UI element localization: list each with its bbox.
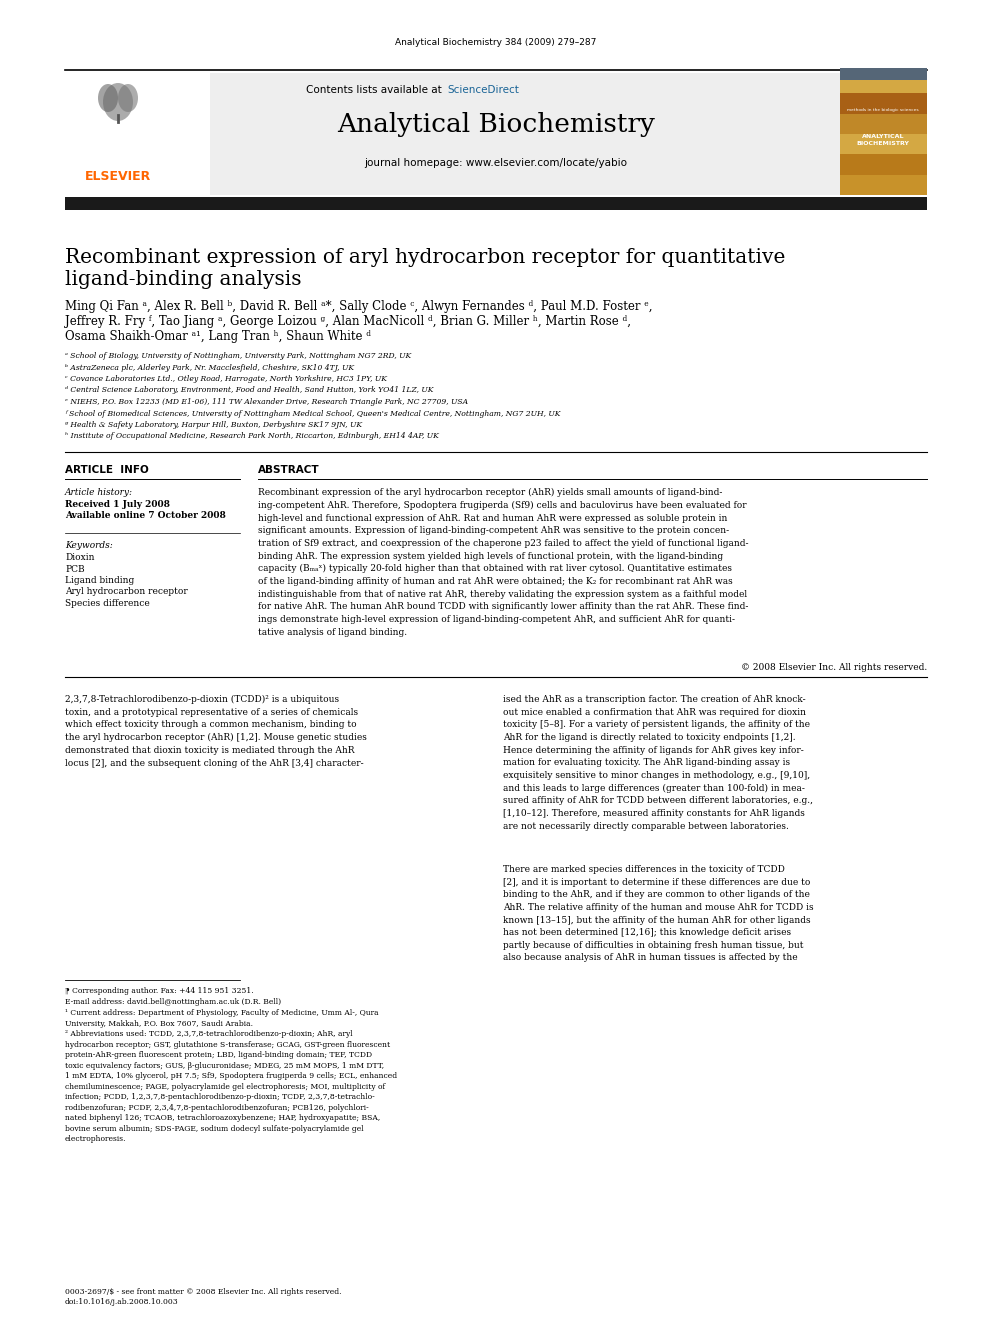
Text: Recombinant expression of the aryl hydrocarbon receptor (AhR) yields small amoun: Recombinant expression of the aryl hydro… xyxy=(258,488,749,636)
Text: ᵃ School of Biology, University of Nottingham, University Park, Nottingham NG7 2: ᵃ School of Biology, University of Notti… xyxy=(65,352,412,360)
Text: ᶜ Covance Laboratories Ltd., Otley Road, Harrogate, North Yorkshire, HC3 1PY, UK: ᶜ Covance Laboratories Ltd., Otley Road,… xyxy=(65,374,387,382)
Text: journal homepage: www.elsevier.com/locate/yabio: journal homepage: www.elsevier.com/locat… xyxy=(364,157,628,168)
Text: Ligand binding: Ligand binding xyxy=(65,576,134,585)
Text: © 2008 Elsevier Inc. All rights reserved.: © 2008 Elsevier Inc. All rights reserved… xyxy=(741,663,927,672)
Text: Analytical Biochemistry 384 (2009) 279–287: Analytical Biochemistry 384 (2009) 279–2… xyxy=(396,38,596,48)
Text: ⁋ Corresponding author. Fax: +44 115 951 3251.: ⁋ Corresponding author. Fax: +44 115 951… xyxy=(65,987,254,995)
Text: Article history:: Article history: xyxy=(65,488,133,497)
Text: methods in the biologic sciences: methods in the biologic sciences xyxy=(847,108,919,112)
Ellipse shape xyxy=(98,83,118,112)
Text: 2,3,7,8-Tetrachlorodibenzo-p-dioxin (TCDD)² is a ubiquitous
toxin, and a prototy: 2,3,7,8-Tetrachlorodibenzo-p-dioxin (TCD… xyxy=(65,695,367,767)
Text: ᵉ NIEHS, P.O. Box 12233 (MD E1-06), 111 TW Alexander Drive, Research Triangle Pa: ᵉ NIEHS, P.O. Box 12233 (MD E1-06), 111 … xyxy=(65,398,468,406)
FancyBboxPatch shape xyxy=(65,73,840,194)
FancyBboxPatch shape xyxy=(840,73,927,94)
Text: ELSEVIER: ELSEVIER xyxy=(85,169,151,183)
Text: E-mail address: david.bell@nottingham.ac.uk (D.R. Bell): E-mail address: david.bell@nottingham.ac… xyxy=(65,998,281,1005)
Text: PCB: PCB xyxy=(65,565,84,573)
Text: Dioxin: Dioxin xyxy=(65,553,94,562)
Text: ᵈ Central Science Laboratory, Environment, Food and Health, Sand Hutton, York YO: ᵈ Central Science Laboratory, Environmen… xyxy=(65,386,434,394)
FancyBboxPatch shape xyxy=(65,73,210,194)
Text: Keywords:: Keywords: xyxy=(65,541,113,550)
Text: Ming Qi Fan ᵃ, Alex R. Bell ᵇ, David R. Bell ᵃ*, Sally Clode ᶜ, Alwyn Fernandes : Ming Qi Fan ᵃ, Alex R. Bell ᵇ, David R. … xyxy=(65,300,653,314)
Text: Contents lists available at: Contents lists available at xyxy=(306,85,445,95)
Ellipse shape xyxy=(103,83,133,120)
Text: 0003-2697/$ - see front matter © 2008 Elsevier Inc. All rights reserved.
doi:10.: 0003-2697/$ - see front matter © 2008 El… xyxy=(65,1289,341,1306)
Text: ᵍ Health & Safety Laboratory, Harpur Hill, Buxton, Derbyshire SK17 9JN, UK: ᵍ Health & Safety Laboratory, Harpur Hil… xyxy=(65,421,362,429)
Text: ᵇ AstraZeneca plc, Alderley Park, Nr. Macclesfield, Cheshire, SK10 4TJ, UK: ᵇ AstraZeneca plc, Alderley Park, Nr. Ma… xyxy=(65,364,354,372)
Text: ¹ Current address: Department of Physiology, Faculty of Medicine, Umm Al-, Qura
: ¹ Current address: Department of Physiol… xyxy=(65,1009,379,1028)
FancyBboxPatch shape xyxy=(840,114,927,134)
Text: Analytical Biochemistry: Analytical Biochemistry xyxy=(337,112,655,138)
FancyBboxPatch shape xyxy=(840,134,927,155)
Text: Jeffrey R. Fry ᶠ, Tao Jiang ᵃ, George Loizou ᵍ, Alan MacNicoll ᵈ, Brian G. Mille: Jeffrey R. Fry ᶠ, Tao Jiang ᵃ, George Lo… xyxy=(65,315,631,328)
Text: There are marked species differences in the toxicity of TCDD
[2], and it is impo: There are marked species differences in … xyxy=(503,865,813,962)
Text: Available online 7 October 2008: Available online 7 October 2008 xyxy=(65,511,226,520)
Text: ligand-binding analysis: ligand-binding analysis xyxy=(65,270,302,288)
Text: Species difference: Species difference xyxy=(65,599,150,609)
FancyBboxPatch shape xyxy=(840,155,927,175)
Text: ABSTRACT: ABSTRACT xyxy=(258,464,319,475)
FancyBboxPatch shape xyxy=(65,197,927,210)
Text: Aryl hydrocarbon receptor: Aryl hydrocarbon receptor xyxy=(65,587,187,597)
FancyBboxPatch shape xyxy=(840,175,927,194)
Text: ScienceDirect: ScienceDirect xyxy=(447,85,519,95)
Text: Received 1 July 2008: Received 1 July 2008 xyxy=(65,500,170,509)
Ellipse shape xyxy=(118,83,138,112)
Text: ANALYTICAL
BIOCHEMISTRY: ANALYTICAL BIOCHEMISTRY xyxy=(856,135,910,146)
Text: ARTICLE  INFO: ARTICLE INFO xyxy=(65,464,149,475)
Text: Recombinant expression of aryl hydrocarbon receptor for quantitative: Recombinant expression of aryl hydrocarb… xyxy=(65,247,786,267)
Text: ised the AhR as a transcription factor. The creation of AhR knock-
out mice enab: ised the AhR as a transcription factor. … xyxy=(503,695,813,831)
FancyBboxPatch shape xyxy=(840,94,927,114)
FancyBboxPatch shape xyxy=(840,67,927,79)
Text: ʰ Institute of Occupational Medicine, Research Park North, Riccarton, Edinburgh,: ʰ Institute of Occupational Medicine, Re… xyxy=(65,433,438,441)
Text: ᶠ School of Biomedical Sciences, University of Nottingham Medical School, Queen': ᶠ School of Biomedical Sciences, Univers… xyxy=(65,410,560,418)
Text: ² Abbreviations used: TCDD, 2,3,7,8-tetrachlorodibenzo-p-dioxin; AhR, aryl
hydro: ² Abbreviations used: TCDD, 2,3,7,8-tetr… xyxy=(65,1031,397,1143)
Text: Osama Shaikh-Omar ᵃ¹, Lang Tran ʰ, Shaun White ᵈ: Osama Shaikh-Omar ᵃ¹, Lang Tran ʰ, Shaun… xyxy=(65,329,371,343)
